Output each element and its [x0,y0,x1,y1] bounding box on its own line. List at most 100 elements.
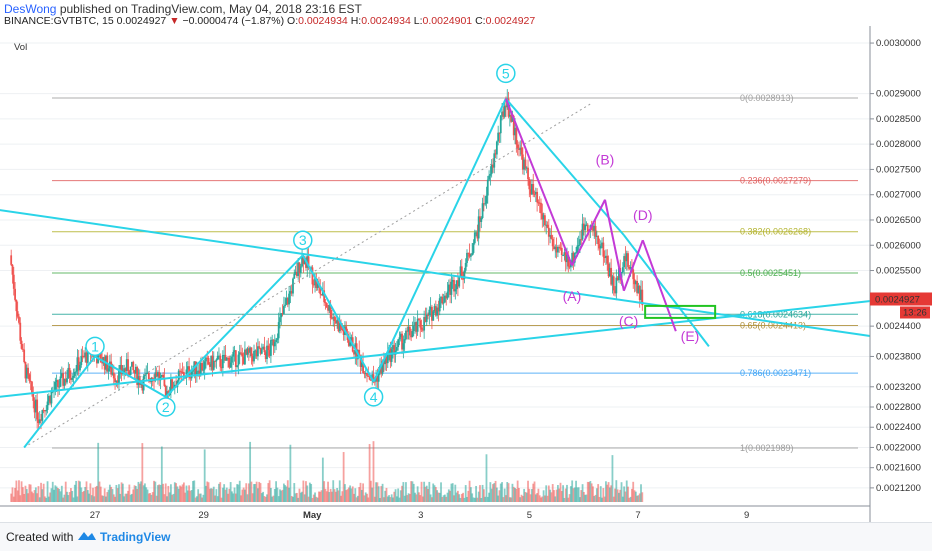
candle-body [410,335,413,338]
volume-bar [357,495,359,502]
volume-bar [355,497,358,502]
candle-body [332,317,335,319]
candle-body [559,247,562,249]
y-tick-label: 0.0028500 [876,114,921,125]
candle-body [402,343,405,350]
price-axis[interactable] [870,26,932,522]
volume-bar [233,487,236,502]
candle-body [295,271,298,276]
volume-bar [144,483,146,502]
volume-bar [247,483,250,502]
countdown-label: 13:26 [903,307,927,318]
candle-body [97,350,100,364]
candle-body [103,357,106,370]
candle-body [476,232,479,239]
candle-body [11,264,14,275]
volume-bar [41,489,44,502]
volume-bar [321,457,324,502]
wave-label: 3 [299,232,307,248]
volume-bar [124,493,127,502]
volume-bar [569,486,572,502]
volume-bar [293,483,296,502]
x-tick-label: 29 [198,510,209,521]
volume-bar [49,492,52,502]
candle-body [362,362,365,374]
candle-body [633,279,636,285]
volume-bar [202,494,205,502]
volume-bar [284,485,287,502]
volume-bar [534,494,537,502]
candle-body [401,333,403,350]
fib-level-label: 0.236(0.0027279) [740,176,811,186]
volume-bar [264,496,267,502]
y-tick-label: 0.0022000 [876,442,921,453]
candle-body [585,224,588,226]
candle-body [212,360,215,370]
volume-bar [208,488,211,502]
candle-body [155,372,158,377]
volume-bar [428,481,431,502]
volume-bar [623,486,626,502]
volume-bar [485,454,488,502]
candle-body [627,253,629,267]
candle-body [240,352,242,354]
volume-bar [494,480,497,502]
symbol-label: BINANCE:GVTBTC, 15 [4,15,114,27]
candle-body [294,271,297,274]
volume-bar [502,497,505,502]
candle-body [186,366,189,370]
trendline-drawings[interactable] [0,98,872,449]
volume-bar [10,493,13,502]
candle-body [438,298,441,312]
candle-body [349,342,352,346]
volume-bar [612,496,615,502]
volume-bar [567,497,570,502]
volume-bar [563,497,566,502]
volume-bar [395,496,398,502]
candle-body [201,363,203,371]
volume-bar [318,491,320,502]
volume-bar [386,496,389,502]
volume-bar [412,483,415,502]
candle-body [29,380,32,382]
author-link[interactable]: DesWong [4,2,57,16]
wave-label: 4 [370,389,378,405]
candle-body [525,167,528,169]
volume-bar [482,489,485,502]
price-chart[interactable]: 0(0.0028913) 0.236(0.0027279) 0.382(0.0026… [0,26,932,522]
candle-body [520,147,523,155]
volume-bar [624,491,627,502]
volume-bar [455,492,458,502]
volume-bar [199,493,202,502]
candle-body [524,159,527,169]
volume-bar [385,487,388,502]
candle-body [59,376,62,387]
candle-body [593,225,596,231]
volume-bar [44,496,46,502]
volume-bar [469,487,472,502]
candle-body [290,291,293,294]
volume-bar [155,495,158,502]
volume-bar [289,444,292,502]
volume-bars [10,441,644,502]
volume-bar [515,488,518,502]
candle-body [392,345,394,350]
volume-bar [599,486,602,502]
candle-body [16,311,19,317]
volume-bar [315,496,318,502]
candle-body [345,326,348,335]
volume-bar [466,496,468,502]
volume-bar [457,490,459,502]
wave-label-circle [496,63,516,84]
candle-body [315,278,318,288]
volume-bar [511,483,514,502]
candle-body [14,288,16,300]
tradingview-brand[interactable]: TradingView [100,530,171,544]
candle-body [494,153,497,155]
candle-body [449,284,452,295]
volume-bar [323,481,326,502]
volume-bar [394,489,397,502]
volume-bar [232,493,235,502]
candle-body [62,373,65,386]
volume-bar [302,480,305,502]
